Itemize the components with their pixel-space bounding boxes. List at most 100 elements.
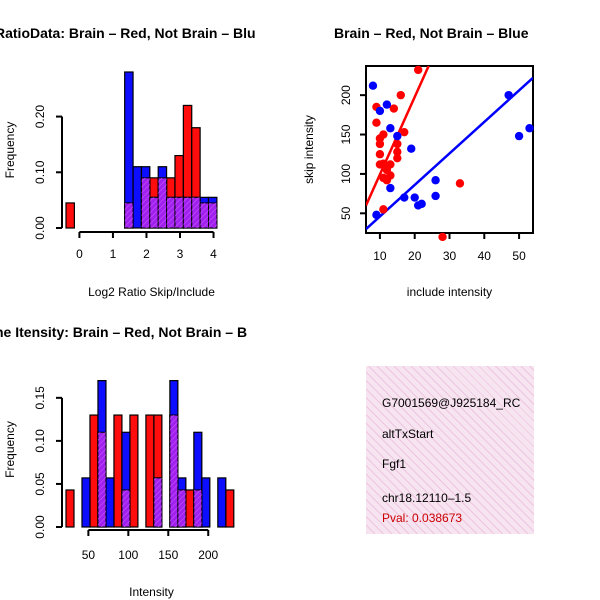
x-tick-label: 100 xyxy=(118,548,138,562)
point-not-brain xyxy=(386,183,395,193)
point-brain xyxy=(375,150,385,159)
point-not-brain xyxy=(504,90,513,100)
bar-brain xyxy=(185,489,195,528)
point-brain xyxy=(372,118,381,127)
x-axis-title: include intensity xyxy=(407,285,492,299)
x-tick-label: 30 xyxy=(443,249,457,263)
bar-overlap-hatch xyxy=(193,489,202,527)
bar-overlap-hatch xyxy=(177,489,186,527)
x-tick-label: 1 xyxy=(110,247,117,261)
point-not-brain xyxy=(375,106,385,116)
point-brain xyxy=(438,232,447,242)
point-brain xyxy=(389,104,399,113)
bar-not-brain xyxy=(81,477,91,528)
bar-overlap-hatch xyxy=(121,489,130,527)
gene-name: Fgf1 xyxy=(382,457,407,471)
chart-title: RatioData: Brain – Red, Not Brain – Blu xyxy=(0,25,256,41)
bar-brain xyxy=(225,489,235,528)
y-tick-label: 0.05 xyxy=(33,472,47,496)
bar-overlap-hatch xyxy=(200,202,209,228)
point-brain xyxy=(393,153,402,163)
point-not-brain xyxy=(393,131,402,141)
x-tick-label: 20 xyxy=(408,249,422,263)
event-type: altTxStart xyxy=(382,427,434,441)
x-tick-label: 40 xyxy=(478,249,492,263)
point-not-brain xyxy=(400,193,409,202)
point-brain xyxy=(379,130,388,139)
y-axis-title: Frequency xyxy=(3,122,17,179)
point-not-brain xyxy=(431,191,440,201)
y-tick-label: 0.10 xyxy=(33,160,47,184)
genomic-location: chr18.12110–1.5 xyxy=(382,491,472,505)
bar-not-brain xyxy=(132,166,143,229)
y-tick-label: 100 xyxy=(339,164,353,184)
bar-overlap-hatch xyxy=(183,197,192,228)
point-brain xyxy=(393,139,402,149)
point-brain xyxy=(386,160,395,169)
y-axis-title: Frequency xyxy=(3,421,17,478)
y-tick-label: 0.10 xyxy=(33,429,47,453)
bar-overlap-hatch xyxy=(153,477,162,527)
point-brain xyxy=(396,90,405,100)
point-not-brain xyxy=(431,176,440,185)
point-not-brain xyxy=(417,199,426,209)
bar-overlap-hatch xyxy=(166,197,175,228)
point-not-brain xyxy=(514,131,524,141)
x-axis-title: Log2 Ratio Skip/Include xyxy=(88,285,215,299)
x-tick-label: 0 xyxy=(76,247,83,261)
point-not-brain xyxy=(407,144,416,153)
probe-info-panel: G7001569@J925184_RC altTxStart Fgf1 chr1… xyxy=(366,366,534,534)
y-axis-title: skip intensity xyxy=(302,115,316,184)
x-tick-label: 200 xyxy=(198,548,218,562)
x-tick-label: 2 xyxy=(143,247,150,261)
point-brain xyxy=(413,65,423,75)
y-tick-label: 0.00 xyxy=(33,216,47,240)
x-tick-label: 4 xyxy=(210,247,217,261)
point-brain xyxy=(375,139,385,149)
fit-line-not-brain xyxy=(366,76,533,230)
point-not-brain xyxy=(386,124,395,133)
x-tick-label: 150 xyxy=(158,548,178,562)
bar-brain xyxy=(89,414,99,528)
y-tick-label: 200 xyxy=(339,85,353,105)
bar-overlap-hatch xyxy=(208,202,217,228)
point-brain xyxy=(400,127,409,137)
point-brain xyxy=(393,147,402,157)
y-tick-label: 50 xyxy=(339,206,353,220)
bar-brain xyxy=(65,202,75,229)
point-not-brain xyxy=(368,81,378,90)
x-axis-title: Intensity xyxy=(129,585,174,599)
y-tick-label: 0.15 xyxy=(33,386,47,410)
bar-brain xyxy=(145,414,155,528)
bar-brain xyxy=(129,414,139,528)
point-not-brain xyxy=(410,193,419,202)
bar-overlap-hatch xyxy=(158,177,167,228)
bar-overlap-hatch xyxy=(124,202,134,228)
point-brain xyxy=(386,171,395,180)
point-brain xyxy=(455,179,465,188)
bar-overlap-hatch xyxy=(97,432,106,527)
x-tick-label: 50 xyxy=(82,548,96,562)
p-value: Pval: 0.038673 xyxy=(382,511,463,525)
bar-not-brain xyxy=(217,477,227,528)
bar-overlap-hatch xyxy=(174,197,184,228)
bar-not-brain xyxy=(105,477,115,528)
chart-title: Brain – Red, Not Brain – Blue xyxy=(334,25,529,41)
bar-overlap-hatch xyxy=(149,197,159,228)
point-not-brain xyxy=(382,100,392,109)
bar-overlap-hatch xyxy=(169,415,178,527)
x-tick-label: 3 xyxy=(177,247,184,261)
chart-title: ne Itensity: Brain – Red, Not Brain – B xyxy=(0,324,247,340)
y-tick-label: 0.00 xyxy=(33,515,47,539)
point-brain xyxy=(379,205,388,214)
x-tick-label: 10 xyxy=(373,249,387,263)
bar-brain xyxy=(113,414,123,528)
y-tick-label: 150 xyxy=(339,124,353,144)
point-brain xyxy=(379,159,388,168)
bar-brain xyxy=(65,489,75,528)
bar-not-brain xyxy=(201,477,211,528)
y-tick-label: 0.20 xyxy=(33,105,47,129)
probe-id: G7001569@J925184_RC xyxy=(382,396,521,410)
x-tick-label: 50 xyxy=(512,249,526,263)
